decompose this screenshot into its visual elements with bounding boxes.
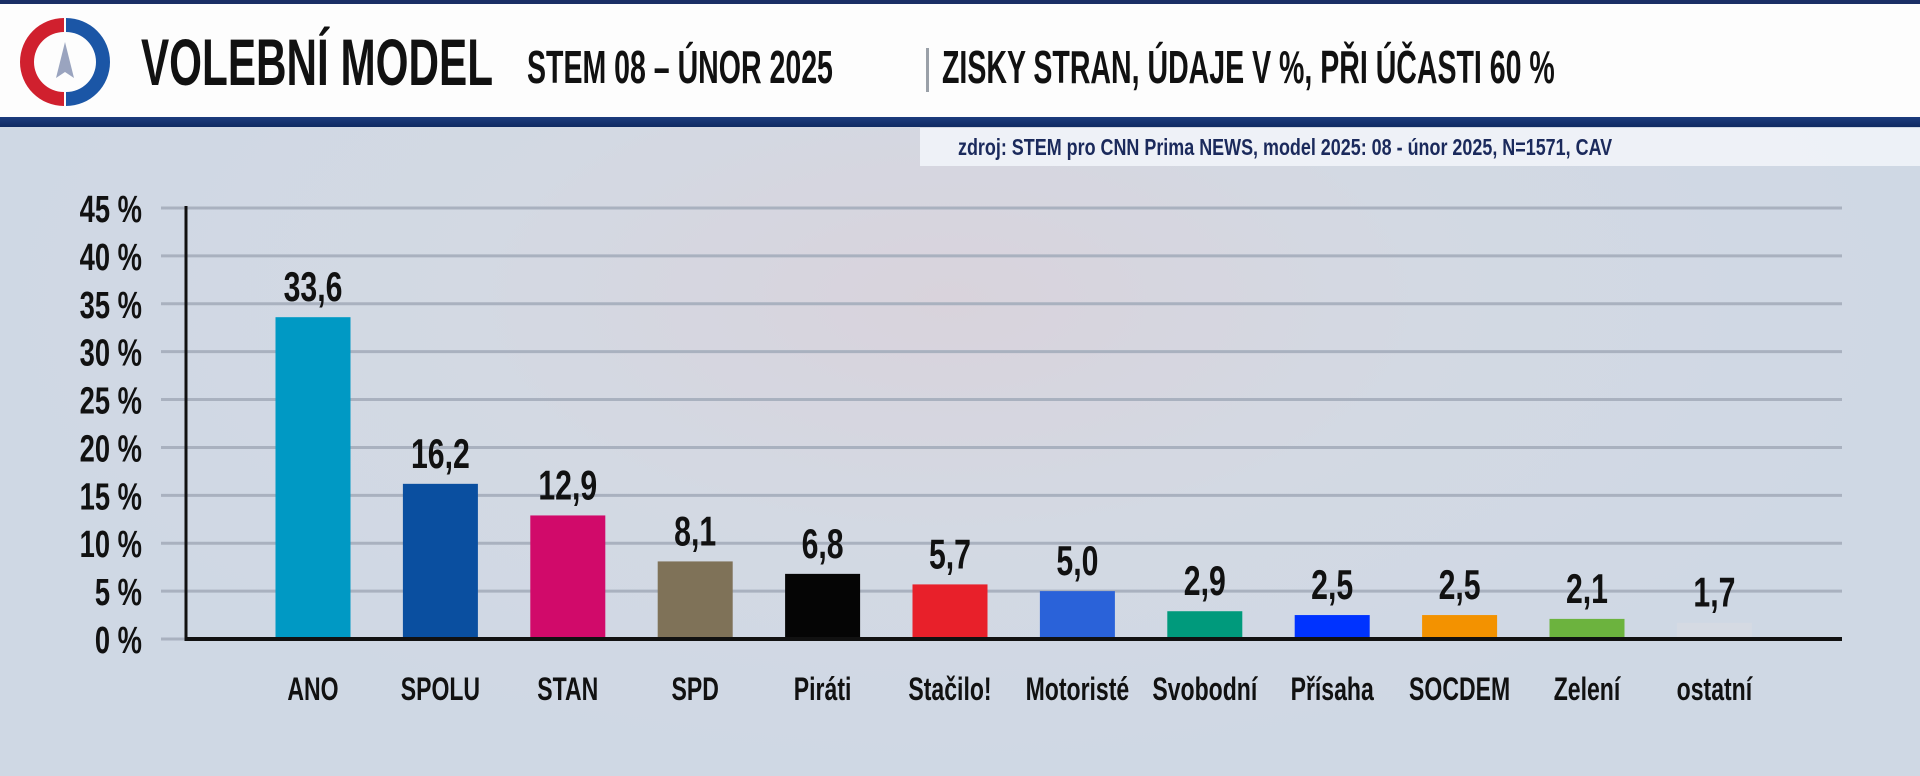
bar-spd	[657, 561, 733, 639]
bar-ostatní	[1676, 622, 1752, 639]
category-label: ostatní	[1677, 671, 1754, 707]
y-tick-label: 35 %	[80, 284, 142, 326]
category-label: Piráti	[794, 671, 852, 707]
source-note: zdroj: STEM pro CNN Prima NEWS, model 20…	[920, 128, 1920, 166]
y-tick-label: 30 %	[80, 332, 142, 374]
value-label: 5,7	[929, 531, 971, 578]
y-tick-label: 10 %	[80, 524, 142, 566]
value-label: 1,7	[1693, 569, 1735, 616]
y-tick-label: 40 %	[80, 237, 142, 279]
header-bar	[0, 117, 1920, 127]
bar-piráti	[785, 573, 861, 639]
bar-zelení	[1549, 618, 1625, 639]
y-tick-label: 45 %	[80, 189, 142, 231]
bar-spolu	[402, 483, 478, 639]
bar-motoristé	[1039, 591, 1115, 639]
top-line	[0, 0, 1920, 4]
header: VOLEBNÍ MODEL STEM 08 – ÚNOR 2025 ZISKY …	[0, 4, 1920, 117]
category-label: STAN	[537, 671, 598, 707]
value-label: 6,8	[802, 520, 844, 567]
value-label: 33,6	[284, 263, 343, 310]
category-label: SPD	[672, 671, 719, 707]
value-label: 5,0	[1056, 537, 1098, 584]
bar-stačilo!	[912, 584, 988, 639]
value-label: 2,9	[1184, 557, 1226, 604]
bar-ano	[275, 317, 351, 639]
category-label: Stačilo!	[908, 671, 991, 707]
category-label: ANO	[287, 671, 338, 707]
value-label: 2,5	[1311, 561, 1353, 608]
value-label: 2,5	[1439, 561, 1481, 608]
category-label: Motoristé	[1026, 671, 1130, 707]
category-label: Přísaha	[1291, 671, 1375, 707]
page-subtitle: STEM 08 – ÚNOR 2025	[527, 41, 833, 93]
category-label: SPOLU	[401, 671, 480, 707]
y-tick-label: 15 %	[80, 476, 142, 518]
bar-přísaha	[1294, 615, 1370, 639]
value-label: 8,1	[674, 508, 716, 555]
source-text: zdroj: STEM pro CNN Prima NEWS, model 20…	[958, 134, 1613, 160]
bar-stan	[530, 515, 606, 639]
bar-socdem	[1422, 615, 1498, 639]
y-tick-label: 0 %	[95, 620, 142, 662]
page-description: ZISKY STRAN, ÚDAJE V %, PŘI ÚČASTI 60 %	[942, 41, 1555, 93]
value-label: 16,2	[411, 430, 470, 477]
value-label: 12,9	[538, 462, 597, 509]
y-tick-label: 25 %	[80, 380, 142, 422]
y-tick-label: 20 %	[80, 428, 142, 470]
y-tick-label: 5 %	[95, 572, 142, 614]
separator	[926, 48, 929, 92]
page-title: VOLEBNÍ MODEL	[141, 25, 494, 99]
logo-icon	[20, 18, 110, 106]
value-label: 2,1	[1566, 565, 1608, 612]
category-label: SOCDEM	[1409, 671, 1510, 707]
bar-svobodní	[1167, 611, 1243, 639]
category-label: Zelení	[1554, 671, 1622, 707]
category-label: Svobodní	[1152, 671, 1258, 707]
